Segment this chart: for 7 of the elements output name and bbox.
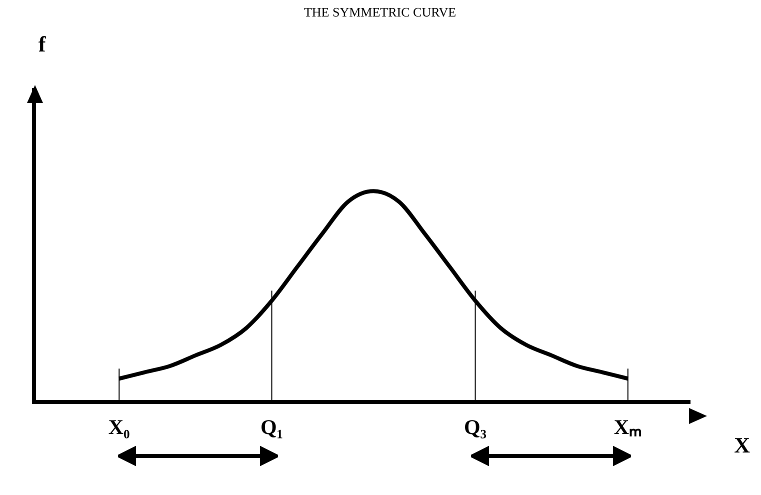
x-tick-label: Xₘ [614, 414, 642, 439]
x-tick-label: Q₁ [260, 414, 284, 439]
chart-title: THE SYMMETRIC CURVE [304, 4, 456, 20]
text: f [38, 32, 46, 57]
x-tick-label: X₀ [108, 414, 130, 439]
x-axis-title: X [734, 432, 750, 458]
x-tick-label: Q₃ [464, 414, 487, 439]
